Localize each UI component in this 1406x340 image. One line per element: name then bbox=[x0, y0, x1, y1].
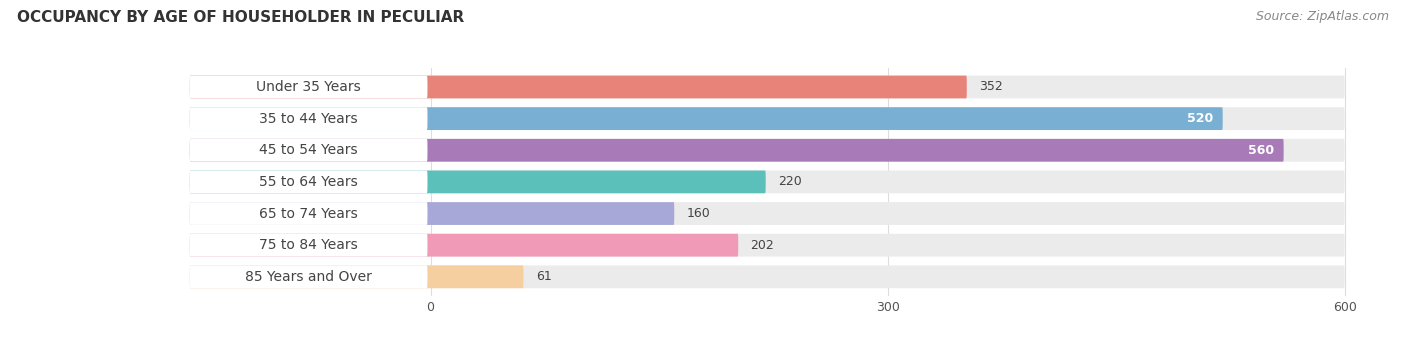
FancyBboxPatch shape bbox=[190, 234, 738, 257]
FancyBboxPatch shape bbox=[190, 234, 1344, 257]
FancyBboxPatch shape bbox=[190, 171, 766, 193]
FancyBboxPatch shape bbox=[190, 266, 523, 288]
Text: 220: 220 bbox=[778, 175, 801, 188]
Text: 352: 352 bbox=[979, 81, 1002, 94]
FancyBboxPatch shape bbox=[190, 75, 427, 98]
FancyBboxPatch shape bbox=[190, 202, 675, 225]
Text: OCCUPANCY BY AGE OF HOUSEHOLDER IN PECULIAR: OCCUPANCY BY AGE OF HOUSEHOLDER IN PECUL… bbox=[17, 10, 464, 25]
Text: 520: 520 bbox=[1187, 112, 1213, 125]
Text: 45 to 54 Years: 45 to 54 Years bbox=[259, 143, 359, 157]
FancyBboxPatch shape bbox=[190, 234, 427, 257]
FancyBboxPatch shape bbox=[190, 107, 427, 130]
Text: 202: 202 bbox=[751, 239, 775, 252]
FancyBboxPatch shape bbox=[190, 171, 1344, 193]
FancyBboxPatch shape bbox=[190, 139, 1344, 162]
FancyBboxPatch shape bbox=[190, 202, 1344, 225]
FancyBboxPatch shape bbox=[190, 266, 1344, 288]
FancyBboxPatch shape bbox=[190, 139, 427, 162]
FancyBboxPatch shape bbox=[190, 107, 1344, 130]
FancyBboxPatch shape bbox=[190, 171, 427, 193]
Text: 65 to 74 Years: 65 to 74 Years bbox=[259, 206, 359, 221]
Text: 55 to 64 Years: 55 to 64 Years bbox=[259, 175, 359, 189]
FancyBboxPatch shape bbox=[190, 266, 427, 288]
Text: 35 to 44 Years: 35 to 44 Years bbox=[259, 112, 359, 125]
Text: Under 35 Years: Under 35 Years bbox=[256, 80, 361, 94]
FancyBboxPatch shape bbox=[190, 75, 1344, 98]
FancyBboxPatch shape bbox=[190, 107, 1223, 130]
Text: 560: 560 bbox=[1249, 144, 1274, 157]
Text: 61: 61 bbox=[536, 270, 551, 283]
FancyBboxPatch shape bbox=[190, 139, 1284, 162]
Text: Source: ZipAtlas.com: Source: ZipAtlas.com bbox=[1256, 10, 1389, 23]
FancyBboxPatch shape bbox=[190, 75, 967, 98]
Text: 85 Years and Over: 85 Years and Over bbox=[245, 270, 373, 284]
FancyBboxPatch shape bbox=[190, 202, 427, 225]
Text: 160: 160 bbox=[686, 207, 710, 220]
Text: 75 to 84 Years: 75 to 84 Years bbox=[259, 238, 359, 252]
